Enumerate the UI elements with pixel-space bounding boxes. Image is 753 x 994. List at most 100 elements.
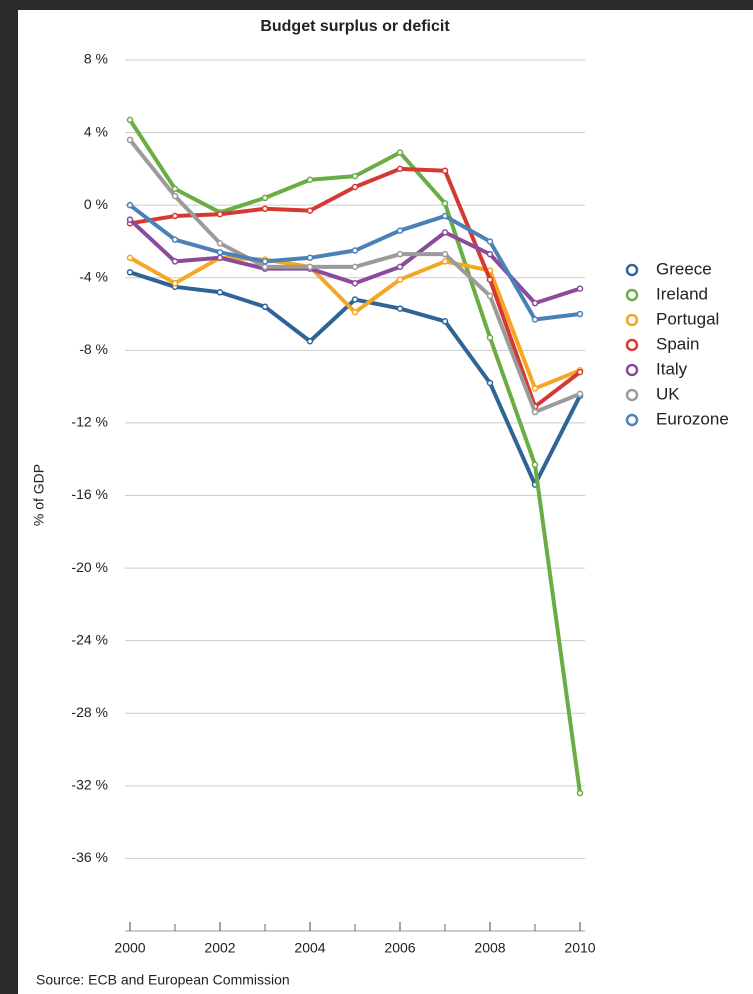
x-tick-label: 2006 <box>384 940 415 956</box>
data-point <box>486 334 494 341</box>
y-tick-label: -12 % <box>71 414 108 430</box>
x-tick-label: 2002 <box>204 940 235 956</box>
data-point <box>216 249 224 256</box>
data-point <box>396 149 404 156</box>
chart-title: Budget surplus or deficit <box>260 18 450 35</box>
data-point <box>126 136 134 144</box>
y-tick-label: -20 % <box>71 559 108 575</box>
data-point <box>351 263 359 271</box>
data-point <box>486 379 494 387</box>
source-note: Source: ECB and European Commission <box>36 972 290 988</box>
y-tick-label: 4 % <box>84 123 108 139</box>
x-tick-label: 2010 <box>564 940 595 956</box>
legend-marker <box>625 313 639 327</box>
data-point <box>126 216 134 223</box>
data-point <box>531 299 539 307</box>
data-point <box>576 310 584 318</box>
legend-label: UK <box>656 384 680 403</box>
data-point <box>576 368 584 376</box>
data-point <box>171 258 179 265</box>
legend-label: Portugal <box>656 309 719 328</box>
data-point <box>216 210 224 218</box>
legend-marker <box>625 363 639 377</box>
y-tick-label: -32 % <box>71 777 108 793</box>
data-point <box>306 263 314 271</box>
data-point <box>396 276 404 283</box>
legend-marker <box>625 388 639 402</box>
y-tick-label: -16 % <box>71 486 108 502</box>
data-point <box>441 212 449 220</box>
data-point <box>486 292 494 300</box>
data-point <box>531 408 539 416</box>
data-point <box>531 385 539 392</box>
x-tick-label: 2000 <box>114 940 145 956</box>
legend-marker <box>625 413 639 427</box>
data-point <box>261 194 269 202</box>
data-point <box>261 258 269 265</box>
data-point <box>441 167 449 174</box>
legend-label: Ireland <box>656 284 708 303</box>
data-point <box>441 318 449 325</box>
data-point <box>531 461 539 468</box>
data-point <box>396 250 404 258</box>
data-point <box>351 247 359 254</box>
y-tick-label: -8 % <box>79 341 108 357</box>
data-point <box>396 165 404 173</box>
data-point <box>126 269 134 276</box>
y-tick-label: -36 % <box>71 849 108 865</box>
data-point <box>351 308 359 316</box>
legend-marker <box>625 288 639 302</box>
legend-label: Spain <box>656 334 699 353</box>
data-point <box>441 250 449 258</box>
data-point <box>216 254 224 262</box>
data-point <box>351 172 359 180</box>
legend-label: Italy <box>656 359 688 378</box>
y-tick-label: 8 % <box>84 51 108 67</box>
data-point <box>126 201 134 209</box>
legend-label: Greece <box>656 259 712 278</box>
data-point <box>171 185 179 193</box>
y-axis-label: % of GDP <box>31 464 47 526</box>
data-point <box>441 200 449 207</box>
data-point <box>576 789 584 797</box>
legend-marker <box>625 263 639 277</box>
data-point <box>216 289 224 296</box>
data-point <box>441 229 449 236</box>
data-point <box>576 390 584 398</box>
data-point <box>396 227 404 234</box>
data-point <box>171 236 179 243</box>
data-point <box>126 116 134 124</box>
data-point <box>531 316 539 323</box>
x-tick-label: 2008 <box>474 940 505 956</box>
data-point <box>306 176 314 184</box>
data-point <box>306 207 314 214</box>
y-tick-label: -28 % <box>71 704 108 720</box>
data-point <box>306 254 314 262</box>
legend-label: Eurozone <box>656 409 729 428</box>
legend-marker <box>625 338 639 352</box>
data-point <box>306 338 314 345</box>
data-point <box>171 279 179 287</box>
x-tick-label: 2004 <box>294 940 325 956</box>
y-tick-label: -4 % <box>79 268 108 284</box>
data-point <box>486 250 494 258</box>
chart-background <box>18 10 753 994</box>
y-tick-label: 0 % <box>84 196 108 212</box>
data-point <box>261 303 269 311</box>
data-point <box>396 305 404 312</box>
data-point <box>261 263 269 271</box>
data-point <box>441 258 449 265</box>
y-tick-label: -24 % <box>71 631 108 647</box>
data-point <box>351 296 359 303</box>
data-point <box>351 279 359 287</box>
data-point <box>216 240 224 247</box>
data-point <box>261 205 269 213</box>
data-point <box>351 183 359 191</box>
data-point <box>576 285 584 292</box>
data-point <box>126 254 134 262</box>
data-point <box>171 212 179 220</box>
data-point <box>486 238 494 245</box>
data-point <box>171 192 179 200</box>
data-point <box>396 263 404 271</box>
